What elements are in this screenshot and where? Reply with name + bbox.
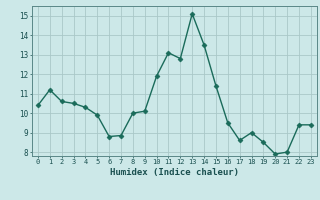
X-axis label: Humidex (Indice chaleur): Humidex (Indice chaleur) (110, 168, 239, 177)
